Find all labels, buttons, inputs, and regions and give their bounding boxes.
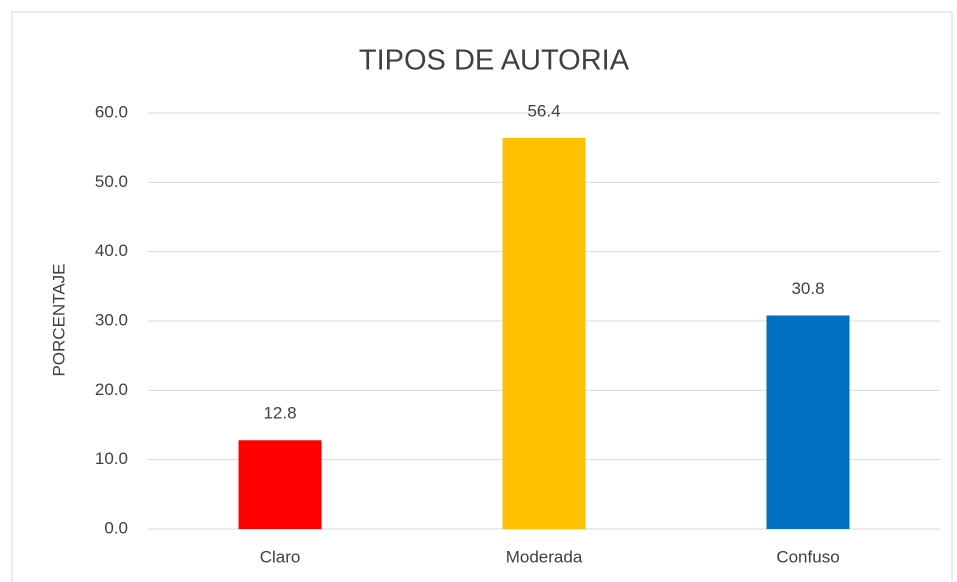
bar [766,315,850,529]
chart-title: TIPOS DE AUTORIA [359,45,630,77]
y-tick-label: 40.0 [95,241,128,260]
bar [238,440,322,529]
x-tick-label: Claro [260,547,301,566]
y-tick-label: 60.0 [95,102,128,121]
y-axis-label: PORCENTAJE [49,263,68,376]
bar [502,137,586,529]
y-tick-label: 0.0 [104,518,128,537]
x-tick-label: Confuso [776,547,839,566]
y-tick-label: 20.0 [95,380,128,399]
x-tick-label: Moderada [506,547,583,566]
data-label: 30.8 [791,279,824,298]
y-tick-label: 30.0 [95,310,128,329]
y-tick-label: 50.0 [95,172,128,191]
y-tick-label: 10.0 [95,449,128,468]
data-label: 12.8 [263,404,296,423]
data-label: 56.4 [527,101,560,120]
